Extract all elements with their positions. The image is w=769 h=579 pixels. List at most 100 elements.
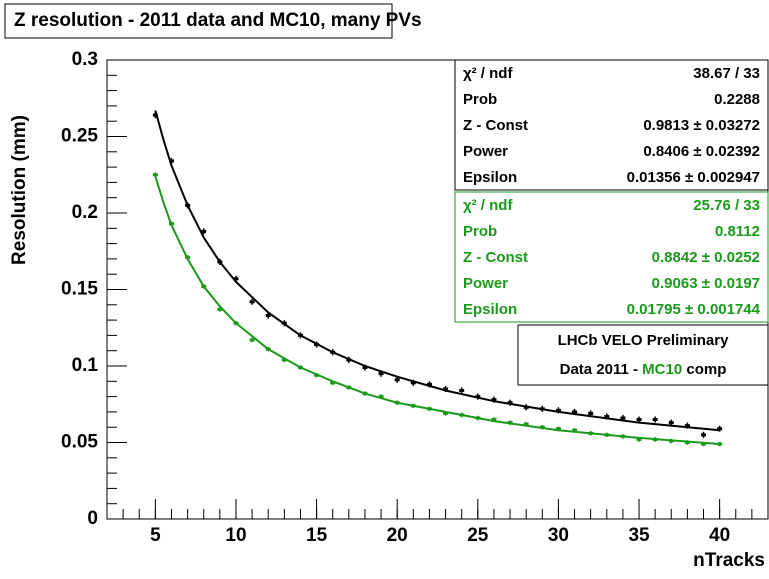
data-point (572, 428, 578, 432)
stats-value: 0.8406 ± 0.02392 (643, 143, 760, 160)
data-point (668, 421, 674, 425)
data-point (701, 433, 707, 437)
stats-value: 25.76 / 33 (693, 197, 760, 214)
data-point (491, 418, 497, 422)
data-point (217, 260, 223, 264)
x-tick-label: 35 (628, 525, 650, 546)
data-point (636, 437, 642, 441)
data-point (394, 378, 400, 382)
data-point (265, 314, 271, 318)
stats-label: Z - Const (463, 249, 528, 266)
stats-box (454, 191, 769, 323)
data-point (523, 405, 529, 409)
y-tick-label: 0.3 (72, 49, 98, 70)
y-tick-label: 0 (87, 508, 98, 529)
data-point (185, 255, 191, 259)
data-point (555, 408, 561, 412)
data-point (684, 424, 690, 428)
x-tick-label: 5 (150, 525, 161, 546)
data-point (443, 387, 449, 391)
data-point (249, 338, 255, 342)
data-point (652, 437, 658, 441)
data-point (185, 203, 191, 207)
data-point (297, 366, 303, 370)
note-part: MC10 (642, 361, 682, 378)
x-tick-label: 30 (548, 525, 569, 546)
y-tick-label: 0.05 (61, 432, 98, 453)
data-point (362, 366, 368, 370)
data-point (426, 407, 432, 411)
data-point (168, 159, 174, 163)
data-point (572, 410, 578, 414)
data-point (152, 173, 158, 177)
data-point (717, 442, 723, 446)
data-point (539, 407, 545, 411)
data-point (717, 427, 723, 431)
data-point (539, 425, 545, 429)
chart-title: Z resolution - 2011 data and MC10, many … (14, 10, 422, 31)
stats-value: 0.9813 ± 0.03272 (643, 117, 760, 134)
data-point (443, 411, 449, 415)
stats-value: 0.8112 (715, 223, 760, 240)
y-tick-label: 0.2 (72, 202, 98, 223)
title-box (4, 3, 393, 39)
data-point (459, 388, 465, 392)
data-point (233, 277, 239, 281)
stats-label: χ² / ndf (463, 65, 513, 82)
data-point (636, 418, 642, 422)
data-point (330, 381, 336, 385)
stats-value: 0.8842 ± 0.0252 (652, 249, 760, 266)
data-point (233, 321, 239, 325)
data-point (346, 358, 352, 362)
data-point (701, 442, 707, 446)
x-tick-label: 25 (467, 525, 489, 546)
data-point (475, 416, 481, 420)
data-point (523, 422, 529, 426)
note-line: LHCb VELO Preliminary (558, 332, 730, 349)
data-point (249, 300, 255, 304)
x-tick-label: 10 (225, 525, 246, 546)
stats-value: 0.01356 ± 0.002947 (627, 169, 760, 186)
x-tick-label: 20 (387, 525, 408, 546)
data-point (168, 222, 174, 226)
data-point (378, 372, 384, 376)
data-point (588, 431, 594, 435)
data-point (265, 347, 271, 351)
data-point (297, 333, 303, 337)
stats-label: Prob (463, 223, 497, 240)
data-point (620, 416, 626, 420)
y-tick-label: 0.25 (61, 126, 98, 147)
stats-label: χ² / ndf (463, 197, 513, 214)
note-box (517, 324, 769, 386)
stats-label: Epsilon (463, 169, 517, 186)
y-axis-label: Resolution (mm) (9, 115, 30, 265)
data-point (362, 392, 368, 396)
data-point (684, 441, 690, 444)
data-point (314, 373, 320, 377)
x-tick-label: 15 (306, 525, 328, 546)
data-point (620, 434, 626, 438)
stats-label: Power (463, 275, 508, 292)
x-tick-label: 40 (709, 525, 730, 546)
data-point (459, 413, 465, 417)
y-tick-label: 0.1 (72, 355, 99, 376)
stats-value: 0.9063 ± 0.0197 (652, 275, 760, 292)
data-point (378, 395, 384, 399)
data-point (507, 401, 513, 405)
data-point (604, 414, 610, 418)
data-point (217, 307, 223, 311)
data-point (507, 421, 513, 425)
data-point (201, 229, 207, 233)
data-point (491, 398, 497, 402)
data-point (281, 358, 287, 362)
data-point (588, 411, 594, 415)
data-point (201, 284, 207, 288)
data-point (281, 321, 287, 325)
data-point (426, 382, 432, 386)
note-part: Data 2011 - (560, 361, 643, 378)
data-point (555, 427, 561, 431)
data-point (604, 433, 610, 437)
data-point (410, 381, 416, 385)
stats-label: Power (463, 143, 508, 160)
data-point (314, 343, 320, 347)
